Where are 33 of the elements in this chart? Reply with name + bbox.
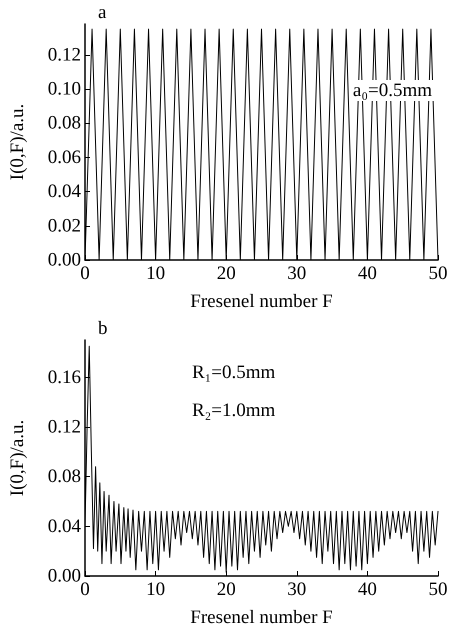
y-tick-label: 0.08 [48,112,81,134]
y-tick-label: 0.12 [48,416,81,438]
x-tick-label: 20 [216,263,236,284]
text: b [98,318,108,339]
y-tick-label: 0.06 [48,146,81,168]
y-tick-label: 0.00 [48,250,81,270]
y-tick-label: 0.00 [48,566,81,586]
x-tick-label: 0 [80,579,90,600]
y-axis-title: I(0,F)/a.u. [7,420,28,496]
y-axis-title: I(0,F)/a.u. [7,104,28,180]
x-tick-label: 10 [146,579,166,600]
annotation: a₀=0.5mm [352,80,432,101]
text: a [98,2,107,23]
annotation: R₂=1.0mm [192,400,276,421]
annotation: R₁=0.5mm [192,362,276,383]
y-tick-label: 0.10 [48,78,81,100]
x-tick-label: 40 [358,579,377,600]
x-tick-label: 50 [428,579,448,600]
x-tick-label: 0 [80,263,90,284]
x-tick-label: 20 [216,579,236,600]
y-tick-label: 0.12 [48,44,81,66]
x-axis-title: Fresenel number F [190,607,333,628]
y-tick-label: 0.04 [48,181,82,202]
x-tick-label: 50 [428,263,448,284]
y-tick-label: 0.02 [48,215,81,236]
y-tick-label: 0.08 [48,466,81,488]
y-tick-label: 0.16 [48,366,81,388]
x-tick-label: 40 [358,263,377,284]
x-tick-label: 10 [146,263,166,284]
x-tick-label: 30 [287,263,306,284]
y-tick-label: 0.04 [48,516,82,537]
x-axis-title: Fresenel number F [190,291,333,312]
x-tick-label: 30 [287,579,306,600]
